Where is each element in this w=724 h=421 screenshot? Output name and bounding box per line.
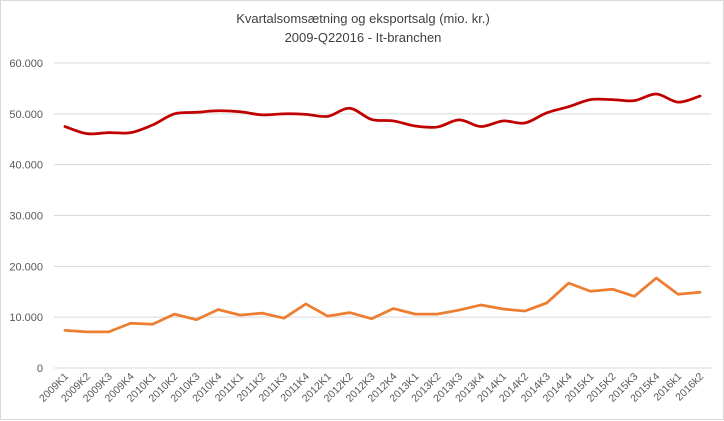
y-tick-label: 60.000 <box>9 58 43 70</box>
series-line-eksportsalg <box>65 278 700 332</box>
y-tick-label: 10.000 <box>9 312 43 324</box>
y-tick-label: 20.000 <box>9 261 43 273</box>
y-tick-label: 0 <box>37 363 43 375</box>
y-tick-label: 50.000 <box>9 109 43 121</box>
y-tick-label: 40.000 <box>9 160 43 172</box>
y-tick-label: 30.000 <box>9 211 43 223</box>
